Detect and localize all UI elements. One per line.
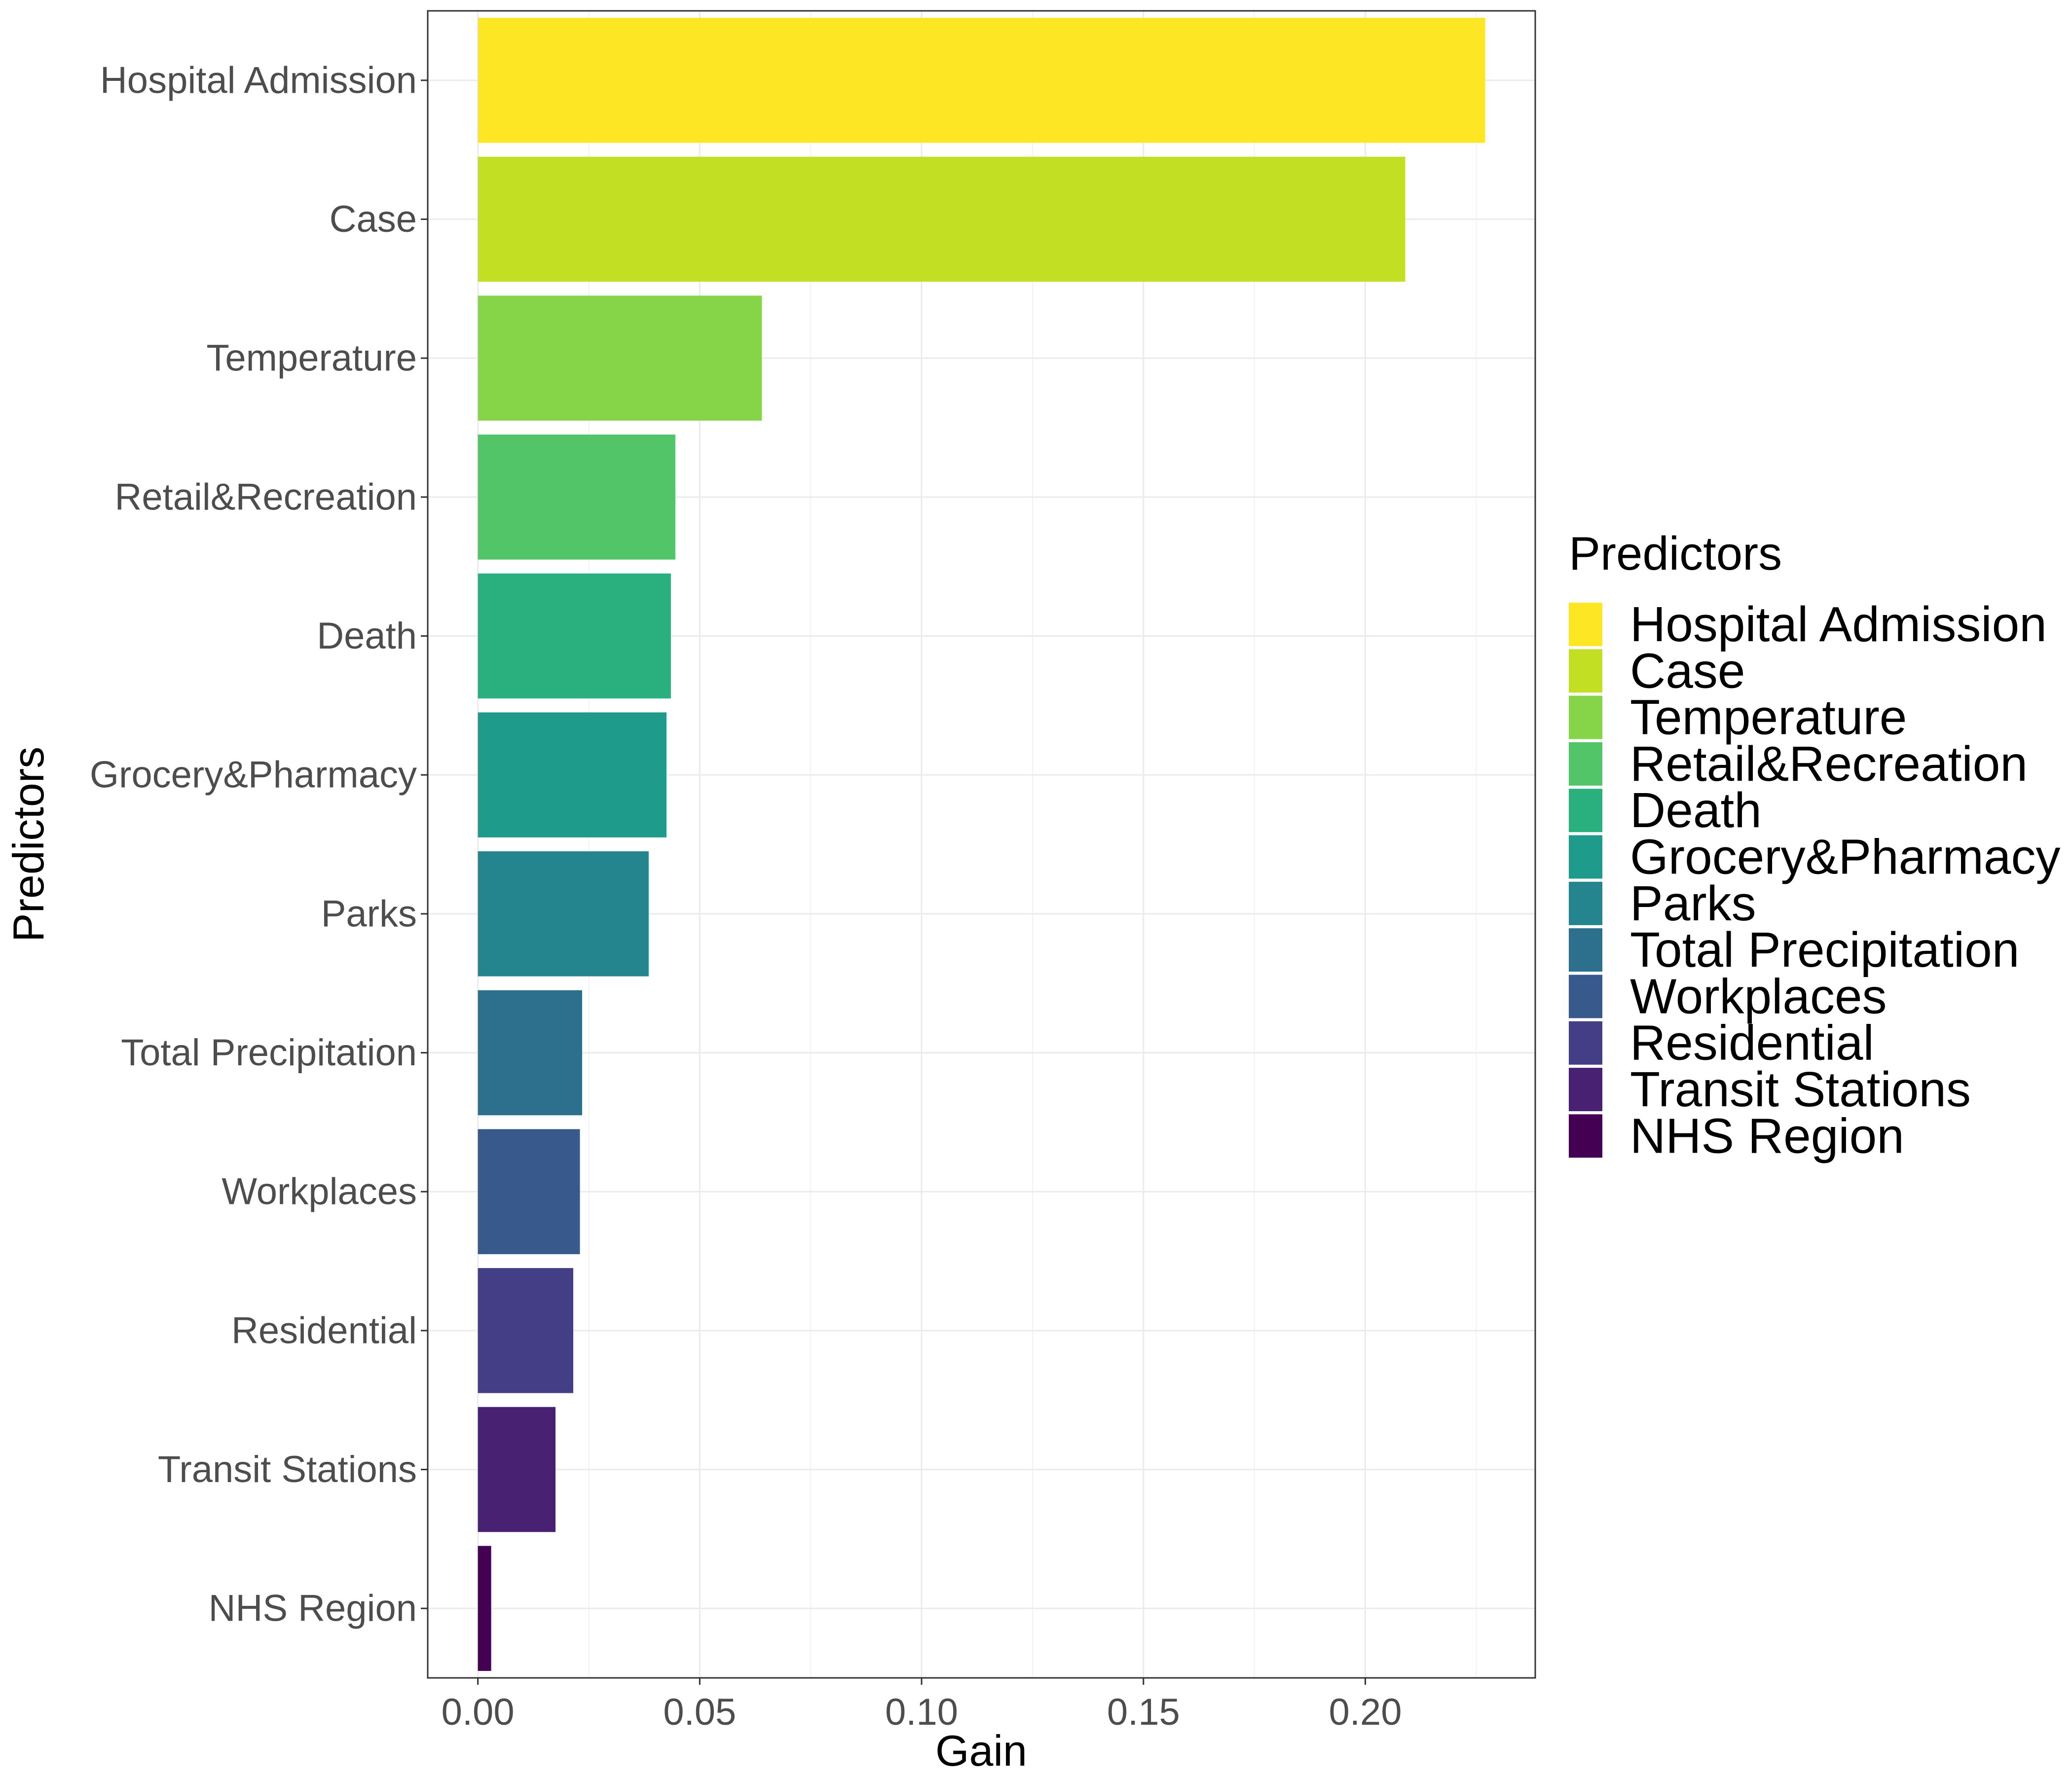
legend-key	[1569, 603, 1602, 646]
x-tick-label: 0.15	[1107, 1691, 1180, 1733]
legend-label: Parks	[1630, 876, 1756, 931]
legend-label: NHS Region	[1630, 1108, 1904, 1163]
bar-grocery-pharmacy	[478, 712, 666, 837]
x-tick-label: 0.00	[442, 1691, 515, 1733]
legend-label: Transit Stations	[1630, 1062, 1971, 1117]
legend-label: Total Precipitation	[1630, 922, 2019, 978]
legend-key	[1569, 789, 1602, 833]
legend: Predictors Hospital AdmissionCaseTempera…	[1569, 527, 2060, 1163]
x-axis-title: Gain	[935, 1726, 1027, 1775]
y-tick-label: Residential	[231, 1309, 417, 1351]
legend-label: Temperature	[1630, 690, 1907, 745]
y-tick-label: NHS Region	[209, 1588, 417, 1630]
bar-case	[478, 156, 1406, 282]
y-tick-label: Total Precipitation	[121, 1032, 417, 1074]
legend-key	[1569, 881, 1602, 925]
legend-label: Workplaces	[1630, 969, 1887, 1024]
bar-temperature	[478, 295, 762, 421]
y-tick-label: Death	[317, 615, 417, 657]
bar-parks	[478, 851, 649, 977]
legend-key	[1569, 1068, 1602, 1111]
legend-key	[1569, 1021, 1602, 1065]
x-tick-label: 0.10	[885, 1691, 958, 1733]
bar-death	[478, 573, 671, 699]
y-tick-label: Workplaces	[222, 1171, 417, 1213]
legend-key	[1569, 835, 1602, 879]
y-tick-label: Hospital Admission	[100, 59, 417, 101]
y-tick-label: Parks	[321, 893, 417, 935]
legend-key	[1569, 1114, 1602, 1158]
legend-key	[1569, 975, 1602, 1018]
plot-border	[427, 10, 1536, 1679]
x-axis: 0.00 0.05 0.10 0.15 0.20	[442, 1678, 1402, 1733]
bar-transit-stations	[478, 1407, 556, 1532]
y-axis: Hospital Admission Case Temperature Retail&…	[90, 59, 428, 1630]
legend-key	[1569, 695, 1602, 739]
y-axis-title: Predictors	[4, 747, 53, 942]
legend-label: Hospital Admission	[1630, 597, 2047, 652]
y-tick-label: Case	[330, 198, 417, 240]
bar-nhs-region	[478, 1546, 491, 1671]
bar-retail-recreation	[478, 435, 675, 560]
x-tick-label: 0.20	[1329, 1691, 1402, 1733]
plot-background	[428, 11, 1535, 1678]
bars	[478, 18, 1485, 1671]
legend-key	[1569, 649, 1602, 693]
legend-label: Retail&Recreation	[1630, 736, 2028, 792]
legend-label: Case	[1630, 643, 1745, 698]
bar-residential	[478, 1268, 574, 1393]
y-tick-label: Retail&Recreation	[114, 476, 417, 518]
y-tick-label: Temperature	[206, 337, 417, 379]
legend-key	[1569, 742, 1602, 786]
x-tick-label: 0.05	[663, 1691, 736, 1733]
bar-workplaces	[478, 1129, 580, 1254]
legend-title: Predictors	[1569, 527, 1782, 580]
legend-label: Residential	[1630, 1016, 1874, 1071]
bar-hospital-admission	[478, 18, 1485, 143]
legend-label: Grocery&Pharmacy	[1630, 830, 2060, 885]
legend-label: Death	[1630, 783, 1762, 838]
y-tick-label: Transit Stations	[158, 1449, 417, 1490]
legend-key	[1569, 928, 1602, 972]
bar-total-precipitation	[478, 990, 583, 1116]
y-tick-label: Grocery&Pharmacy	[90, 754, 417, 796]
